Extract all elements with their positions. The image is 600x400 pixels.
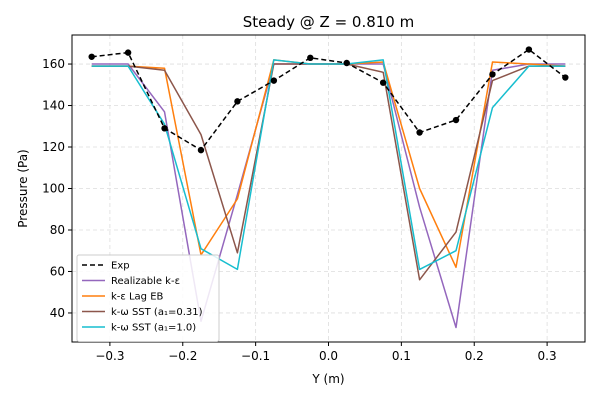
y-tick-label: 140: [42, 99, 65, 113]
data-point: [562, 74, 569, 81]
ticks: −0.3 −0.2 −0.1 0.0 0.1 0.2 0.3 40 60 80 100 120 140 1…: [42, 57, 557, 363]
x-tick-label: −0.3: [95, 349, 124, 363]
legend-label: k-ω SST (a₁=1.0): [111, 323, 196, 334]
x-tick-label: −0.2: [168, 349, 197, 363]
data-point: [88, 53, 95, 60]
y-tick-label: 60: [50, 264, 65, 278]
data-point: [489, 71, 496, 78]
chart-title: Steady @ Z = 0.810 m: [243, 13, 414, 31]
legend-box: [76, 254, 220, 342]
y-axis-title: Pressure (Pa): [16, 149, 30, 227]
y-tick-label: 100: [42, 182, 65, 196]
series-line-4: [91, 59, 566, 271]
x-tick-label: 0.0: [319, 349, 338, 363]
y-tick-label: 160: [42, 57, 65, 71]
data-point: [161, 125, 168, 132]
x-tick-label: −0.1: [241, 349, 270, 363]
data-point: [124, 49, 132, 56]
legend: Exp Realizable k-ε k-ε Lag EB k-ω SST (a₁=0…: [76, 254, 220, 342]
y-tick-label: 80: [50, 223, 65, 237]
data-point: [307, 54, 314, 62]
y-tick-label: 120: [42, 140, 65, 154]
data-point: [525, 46, 533, 53]
data-point: [416, 129, 423, 136]
series-layer: [88, 46, 569, 329]
legend-label: k-ε Lag EB: [111, 292, 164, 303]
data-point: [234, 98, 241, 105]
x-axis-title: Y (m): [311, 372, 344, 386]
data-point: [343, 59, 350, 67]
legend-label: k-ω SST (a₁=0.31): [111, 307, 203, 318]
series-line-0: [91, 48, 566, 151]
legend-label: Realizable k-ε: [111, 276, 180, 287]
x-tick-label: 0.2: [465, 349, 484, 363]
x-tick-label: 0.3: [538, 349, 557, 363]
data-point: [197, 146, 205, 154]
legend-label: Exp: [111, 261, 130, 272]
y-tick-label: 40: [50, 306, 65, 320]
data-point: [379, 79, 387, 86]
x-tick-label: 0.1: [392, 349, 411, 363]
data-point: [452, 116, 460, 124]
data-point: [270, 77, 278, 84]
